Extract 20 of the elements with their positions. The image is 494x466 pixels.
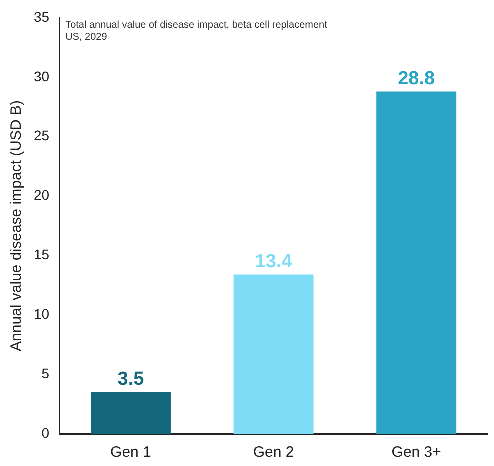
data-label: 28.8 — [398, 68, 436, 90]
y-axis-title: Annual value disease impact (USD B) — [8, 100, 26, 352]
x-tick-label: Gen 2 — [253, 444, 294, 462]
y-tick-label: 15 — [34, 246, 50, 263]
y-tick-label: 10 — [34, 306, 50, 322]
data-label: 3.5 — [118, 369, 145, 390]
y-tick-label: 20 — [34, 187, 50, 204]
x-tick-label: Gen 1 — [110, 444, 152, 462]
text: US, 2029 — [66, 32, 108, 43]
x-tick-label: Gen 3+ — [392, 444, 442, 462]
y-tick-label: 30 — [34, 68, 50, 84]
y-tick-label: 0 — [42, 424, 50, 441]
bar — [234, 274, 314, 434]
y-tick-label: 25 — [34, 128, 50, 144]
data-label: 13.4 — [255, 251, 293, 272]
y-tick-label: 35 — [34, 8, 50, 25]
y-tick-label: 5 — [42, 365, 50, 382]
bar — [90, 392, 171, 434]
chart-title: Total annual value of disease impact, beta cell replacement — [66, 20, 328, 31]
bar — [376, 92, 457, 434]
